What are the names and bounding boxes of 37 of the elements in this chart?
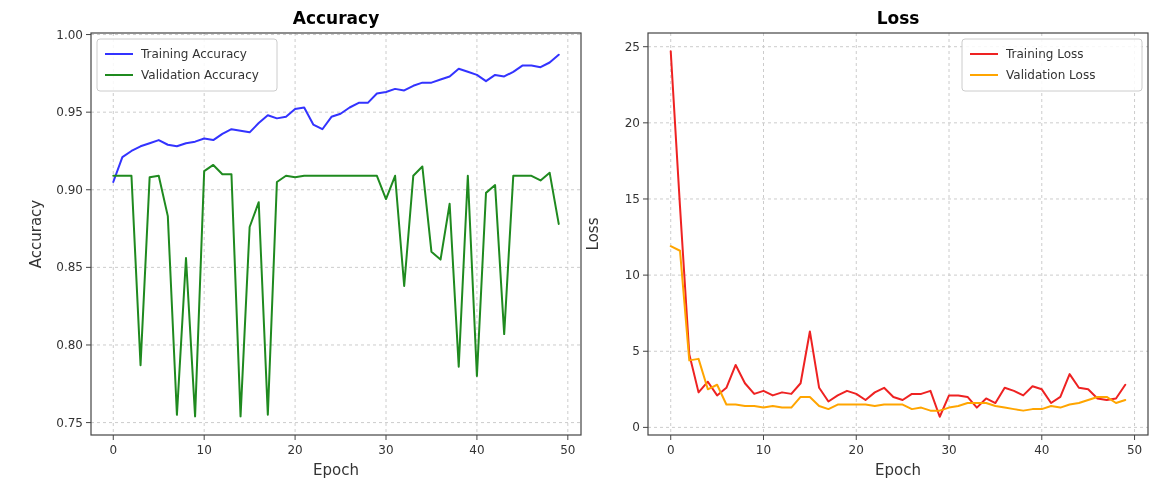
x-tick-label: 50 [560,443,576,457]
chart-title: Loss [876,8,920,28]
line-series [669,245,1127,412]
line-series [112,163,560,418]
x-axis-title: Epoch [875,461,921,479]
y-tick-label: 0.75 [56,415,83,430]
y-tick-label: 0.95 [56,105,83,120]
line-series [669,50,1127,418]
x-tick-label: 20 [848,443,864,457]
x-axis-title: Epoch [313,461,359,479]
x-tick-label: 10 [755,443,772,457]
y-tick-label: 1.00 [56,27,83,42]
x-tick-label: 10 [196,443,212,457]
legend-label: Validation Loss [1006,68,1096,82]
x-tick-label: 0 [109,443,118,457]
y-tick-label: 0.80 [56,337,83,352]
y-tick-label: 0.90 [56,182,83,197]
y-tick-label: 25 [624,39,640,54]
x-tick-label: 40 [469,443,485,457]
y-tick-label: 20 [624,115,640,130]
x-tick-label: 40 [1034,443,1050,457]
legend-label: Validation Accuracy [141,68,259,82]
x-tick-label: 0 [666,443,675,457]
legend-label: Training Loss [1005,47,1084,61]
y-axis-title: Loss [584,217,602,251]
x-tick-label: 30 [378,443,394,457]
y-axis-title: Accuracy [27,199,45,269]
x-tick-label: 30 [941,443,957,457]
y-tick-label: 0 [632,420,640,435]
y-tick-label: 15 [624,191,640,206]
x-tick-label: 50 [1126,443,1143,457]
y-tick-label: 10 [624,268,640,283]
chart-title: Accuracy [292,8,380,28]
legend-label: Training Accuracy [140,47,247,61]
x-tick-label: 20 [287,443,303,457]
y-tick-label: 0.85 [56,260,83,275]
y-tick-label: 5 [632,344,640,359]
